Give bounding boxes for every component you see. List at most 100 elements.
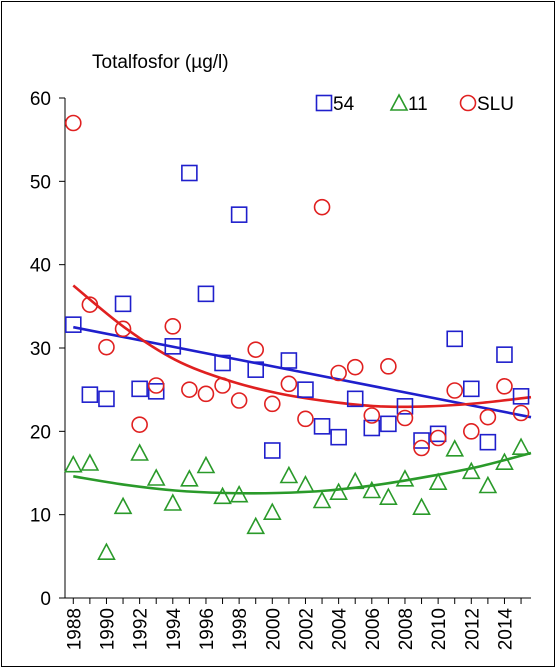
point-54 [512, 388, 530, 405]
point-54 [462, 380, 480, 398]
point-54 [330, 428, 347, 446]
y-tick-label: 0 [40, 589, 51, 610]
y-tick-label: 50 [30, 172, 51, 193]
x-tick-label: 2002 [296, 608, 317, 650]
point-54 [496, 346, 513, 363]
point-SLU [346, 358, 364, 376]
point-SLU [81, 296, 99, 313]
x-axis-ticks: 1988 1990 1992 1994 1996 1998 2000 2002 2004 2006… [64, 598, 522, 651]
point-54 [81, 386, 99, 403]
y-axis-ticks: 0 10 20 30 40 50 60 [30, 89, 65, 610]
point-SLU [114, 320, 132, 338]
legend-label-SLU: SLU [477, 94, 514, 115]
point-SLU [247, 341, 265, 358]
point-11 [97, 542, 116, 560]
x-tick-label: 2008 [396, 608, 417, 650]
point-SLU [64, 114, 82, 132]
x-tick-label: 2012 [462, 608, 483, 650]
point-SLU [496, 378, 513, 395]
point-SLU [147, 377, 165, 394]
point-SLU [197, 385, 215, 403]
point-54 [380, 415, 397, 433]
point-54 [114, 295, 132, 313]
point-SLU [313, 198, 331, 216]
point-11 [395, 469, 415, 487]
point-11 [80, 453, 100, 471]
point-SLU [330, 364, 347, 382]
y-tick-label: 30 [30, 339, 51, 360]
point-11 [312, 490, 332, 509]
point-11 [296, 474, 315, 493]
point-54 [413, 432, 430, 449]
x-tick-label: 2014 [495, 608, 516, 651]
point-54 [363, 419, 381, 437]
x-tick-label: 1998 [230, 608, 251, 650]
point-11 [229, 484, 249, 503]
point-11 [180, 469, 199, 487]
y-tick-label: 40 [30, 256, 51, 277]
point-SLU [462, 423, 480, 440]
point-SLU [380, 358, 397, 375]
point-54 [346, 390, 364, 408]
point-11 [345, 471, 365, 490]
point-11 [130, 443, 149, 461]
chart-title: Totalfosfor (µg/l) [92, 52, 229, 73]
x-tick-label: 2000 [263, 608, 284, 650]
point-54 [247, 361, 265, 378]
point-11 [113, 496, 133, 515]
point-SLU [396, 409, 414, 427]
point-11 [262, 502, 282, 520]
point-11 [196, 455, 216, 474]
point-54 [479, 433, 497, 451]
point-54 [98, 390, 115, 408]
x-tick-label: 1996 [197, 608, 218, 650]
point-11 [495, 452, 514, 470]
trend-line-54 [73, 325, 532, 419]
point-SLU [98, 338, 115, 356]
point-SLU [413, 439, 430, 457]
y-tick-label: 20 [30, 422, 51, 443]
point-54 [446, 330, 464, 348]
legend-label-54: 54 [333, 94, 355, 115]
point-54 [197, 285, 215, 303]
data-points [63, 114, 531, 560]
point-11 [428, 472, 448, 490]
point-54 [131, 380, 148, 398]
point-11 [461, 461, 481, 480]
axes [64, 98, 531, 599]
point-54 [147, 383, 165, 400]
point-11 [279, 465, 299, 484]
x-tick-label: 1988 [64, 608, 85, 650]
legend: 54 11 SLU [315, 93, 514, 115]
x-tick-label: 1994 [164, 608, 185, 651]
point-11 [511, 437, 531, 455]
point-54 [297, 381, 314, 398]
point-SLU [263, 395, 281, 413]
point-SLU [164, 318, 182, 335]
point-54 [230, 206, 248, 223]
point-54 [214, 354, 231, 372]
point-54 [396, 398, 414, 415]
point-11 [362, 480, 382, 499]
y-tick-label: 10 [30, 506, 51, 527]
point-11 [329, 482, 348, 500]
point-54 [280, 352, 298, 369]
point-11 [412, 497, 431, 515]
point-SLU [230, 392, 248, 409]
point-11 [246, 516, 266, 535]
x-tick-label: 2006 [363, 608, 384, 650]
legend-marker-SLU [459, 94, 477, 112]
point-11 [146, 468, 166, 486]
legend-marker-54 [315, 94, 333, 112]
point-11 [63, 454, 83, 473]
point-SLU [131, 416, 148, 433]
point-SLU [512, 404, 530, 422]
legend-marker-11 [389, 93, 409, 111]
point-11 [445, 439, 465, 457]
point-54 [164, 338, 182, 355]
x-tick-label: 2010 [429, 608, 450, 650]
legend-label-11: 11 [408, 94, 428, 115]
point-54 [313, 418, 331, 435]
point-SLU [429, 429, 447, 447]
